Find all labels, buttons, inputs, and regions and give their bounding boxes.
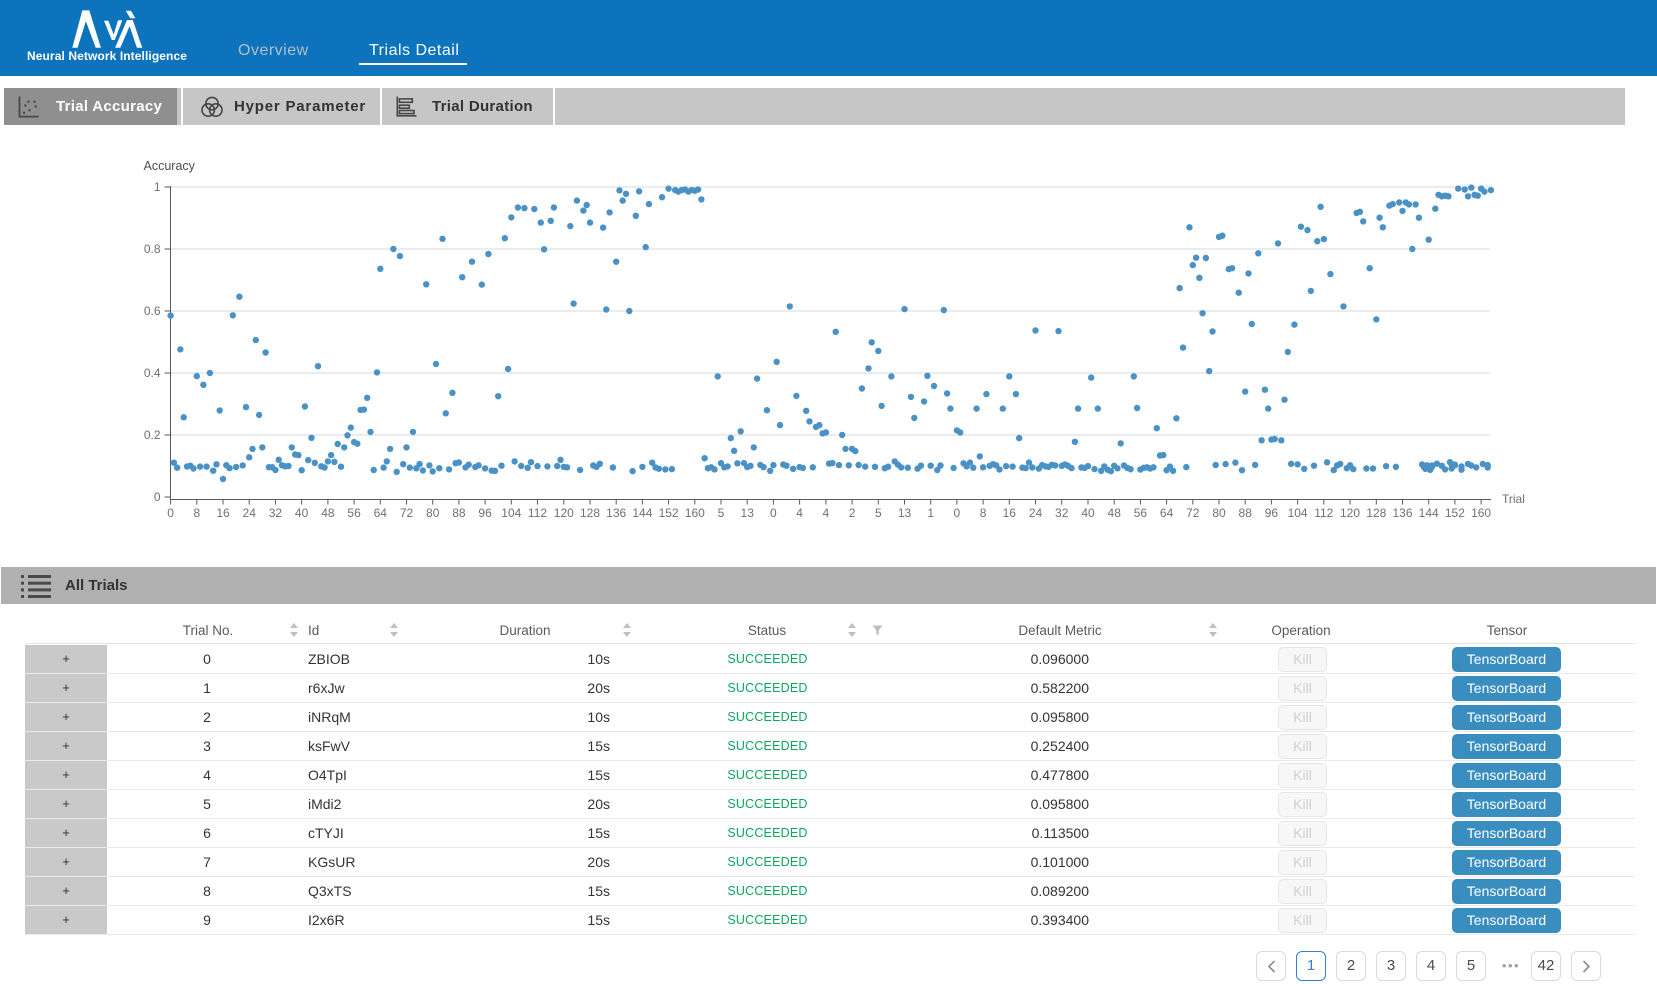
svg-text:56: 56	[1134, 506, 1148, 520]
svg-text:56: 56	[347, 506, 361, 520]
svg-text:16: 16	[216, 506, 230, 520]
svg-text:0: 0	[167, 506, 174, 520]
svg-text:0.6: 0.6	[144, 304, 161, 318]
svg-text:120: 120	[554, 506, 574, 520]
svg-text:0.4: 0.4	[144, 366, 161, 380]
svg-text:136: 136	[1392, 506, 1412, 520]
svg-text:1: 1	[927, 506, 934, 520]
svg-text:72: 72	[400, 506, 414, 520]
svg-text:4: 4	[796, 506, 803, 520]
svg-text:8: 8	[193, 506, 200, 520]
svg-text:80: 80	[1212, 506, 1226, 520]
svg-text:5: 5	[718, 506, 725, 520]
svg-text:16: 16	[1003, 506, 1017, 520]
svg-text:40: 40	[1081, 506, 1095, 520]
svg-text:24: 24	[1029, 506, 1043, 520]
svg-text:0: 0	[770, 506, 777, 520]
svg-text:8: 8	[980, 506, 987, 520]
svg-text:96: 96	[1265, 506, 1279, 520]
svg-text:64: 64	[1160, 506, 1174, 520]
svg-text:144: 144	[632, 506, 652, 520]
svg-text:112: 112	[1314, 506, 1333, 520]
svg-text:152: 152	[1445, 506, 1465, 520]
svg-text:0.2: 0.2	[144, 428, 161, 442]
svg-text:128: 128	[580, 506, 600, 520]
svg-text:88: 88	[1239, 506, 1253, 520]
svg-text:Accuracy: Accuracy	[144, 159, 196, 173]
svg-text:1: 1	[154, 180, 161, 194]
svg-text:0: 0	[154, 490, 161, 504]
svg-text:136: 136	[606, 506, 626, 520]
svg-text:2: 2	[849, 506, 856, 520]
svg-text:160: 160	[1471, 506, 1491, 520]
svg-text:32: 32	[1055, 506, 1069, 520]
svg-text:152: 152	[659, 506, 679, 520]
svg-text:4: 4	[823, 506, 830, 520]
svg-text:13: 13	[741, 506, 755, 520]
svg-text:40: 40	[295, 506, 309, 520]
svg-text:24: 24	[243, 506, 257, 520]
svg-text:13: 13	[898, 506, 912, 520]
svg-text:96: 96	[478, 506, 492, 520]
svg-text:144: 144	[1419, 506, 1439, 520]
svg-text:112: 112	[528, 506, 547, 520]
svg-text:104: 104	[1288, 506, 1308, 520]
svg-text:128: 128	[1366, 506, 1386, 520]
svg-text:120: 120	[1340, 506, 1360, 520]
svg-text:0.8: 0.8	[144, 242, 161, 256]
svg-text:72: 72	[1186, 506, 1200, 520]
svg-text:48: 48	[321, 506, 335, 520]
svg-text:5: 5	[875, 506, 882, 520]
svg-text:32: 32	[269, 506, 283, 520]
svg-text:160: 160	[685, 506, 705, 520]
svg-text:88: 88	[452, 506, 466, 520]
svg-text:64: 64	[374, 506, 388, 520]
svg-text:48: 48	[1108, 506, 1122, 520]
svg-text:104: 104	[501, 506, 521, 520]
svg-text:80: 80	[426, 506, 440, 520]
svg-text:Trial: Trial	[1502, 492, 1525, 506]
svg-text:0: 0	[954, 506, 961, 520]
